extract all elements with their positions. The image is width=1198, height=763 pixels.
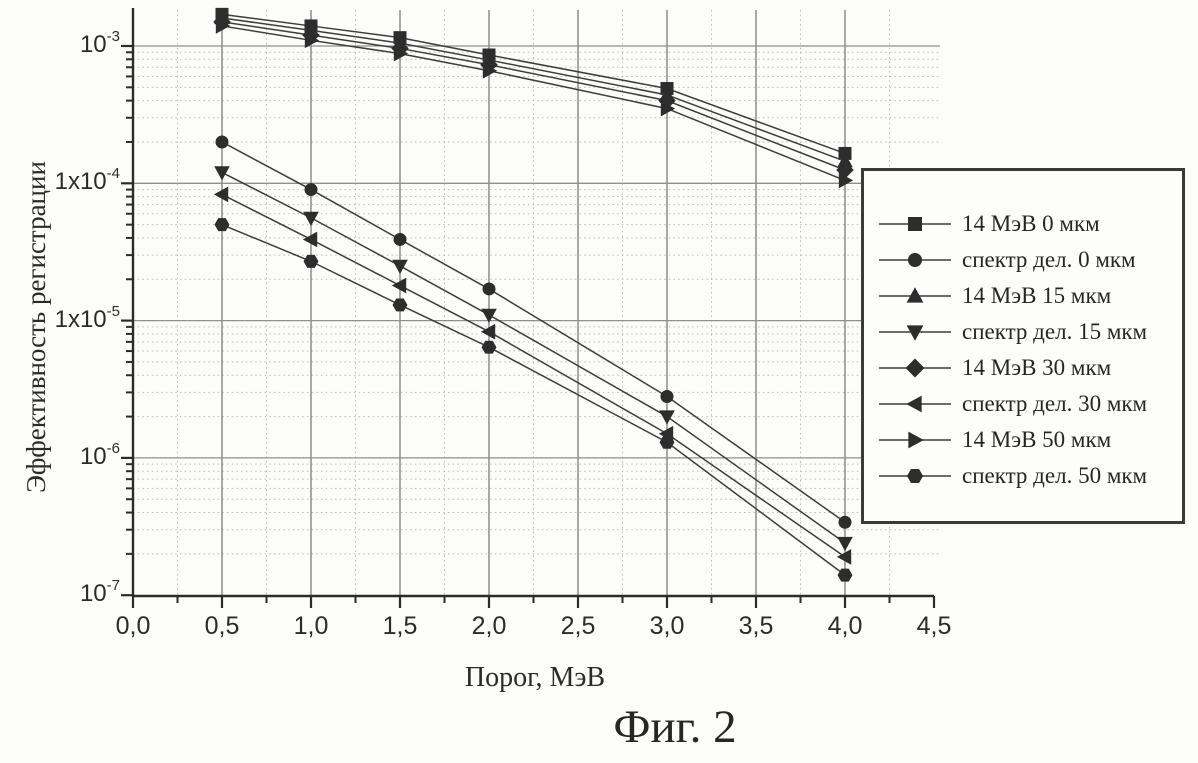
series-line-triangle-right [221, 25, 846, 182]
legend-marker-triangle-down-icon [879, 324, 951, 341]
x-tick-label: 2,0 [471, 612, 507, 640]
legend-label: 14 МэВ 15 мкм [962, 283, 1112, 308]
legend-marker-hexagon [906, 468, 924, 483]
legend-marker-triangle-up-icon [879, 286, 951, 303]
x-tick-label: 1,5 [382, 612, 418, 640]
legend-item: 14 МэВ 0 мкм [876, 212, 1182, 235]
data-marker-triangle-right [215, 18, 231, 34]
x-tick-label: 3,0 [649, 612, 685, 640]
y-tick-label: 10-7 [79, 577, 120, 608]
legend-marker-square-icon [879, 216, 951, 231]
data-marker-triangle-down [481, 308, 497, 324]
legend-label: спектр дел. 15 мкм [962, 319, 1148, 344]
figure-caption: Фиг. 2 [613, 701, 737, 753]
legend-label: 14 МэВ 50 мкм [962, 427, 1112, 452]
data-marker-triangle-down [303, 211, 319, 226]
legend-label: 14 МэВ 0 мкм [962, 211, 1100, 236]
x-tick-label: 1,0 [293, 612, 329, 640]
legend-label: 14 МэВ 30 мкм [962, 355, 1112, 380]
data-marker-triangle-down [837, 536, 853, 552]
data-marker-hexagon [214, 218, 230, 232]
data-marker-triangle-right [482, 62, 498, 79]
x-tick-label: 4,5 [916, 612, 952, 640]
legend-marker-triangle-left [906, 395, 922, 412]
legend-marker-diamond [905, 358, 925, 377]
legend-marker-triangle-right [908, 431, 924, 448]
series-line-square [221, 13, 846, 155]
y-axis-title: Эффективность регистрации [21, 161, 51, 493]
y-tick-label: 10-3 [79, 28, 120, 58]
data-marker-triangle-left [302, 231, 318, 248]
legend-item: спектр дел. 0 мкм [876, 248, 1182, 271]
legend-item: 14 МэВ 50 мкм [876, 428, 1182, 451]
legend-item: спектр дел. 15 мкм [876, 320, 1182, 343]
legend-label: спектр дел. 30 мкм [962, 391, 1148, 416]
data-marker-triangle-down [392, 259, 408, 275]
legend-marker-triangle-left-icon [879, 395, 951, 412]
data-marker-circle [393, 232, 407, 246]
legend-marker-circle [908, 252, 922, 267]
data-marker-diamond [658, 91, 676, 110]
legend-label: спектр дел. 0 мкм [962, 247, 1136, 272]
data-marker-triangle-right [393, 45, 409, 62]
series-line-diamond [221, 21, 846, 171]
data-marker-triangle-down [214, 166, 230, 181]
data-marker-diamond [836, 161, 854, 179]
legend-marker-triangle-down [906, 324, 924, 341]
data-marker-hexagon [481, 340, 497, 354]
legend-item: 14 МэВ 15 мкм [876, 284, 1182, 307]
legend-marker-square [908, 216, 922, 231]
data-marker-hexagon [659, 435, 675, 449]
legend-item: спектр дел. 50 мкм [876, 464, 1182, 487]
x-axis-title: Порог, МэВ [464, 662, 606, 693]
legend: 14 МэВ 0 мкм спектр дел. 0 мкм 14 МэВ 15 м… [861, 168, 1185, 524]
legend-marker-hexagon-icon [879, 468, 951, 483]
legend-marker-diamond-icon [879, 358, 951, 377]
x-tick-label: 2,5 [560, 612, 596, 640]
data-marker-circle [304, 183, 318, 197]
y-tick-label: 1x10-5 [54, 302, 120, 333]
data-marker-circle [838, 515, 852, 529]
series-line-triangle-left [221, 193, 846, 558]
data-marker-hexagon [392, 298, 408, 312]
data-marker-hexagon [303, 254, 319, 268]
legend-label: спектр дел. 50 мкм [962, 463, 1148, 488]
data-marker-triangle-right [304, 32, 320, 49]
data-marker-triangle-left [480, 323, 496, 340]
x-tick-label: 3,5 [738, 612, 774, 640]
data-marker-triangle-down [659, 410, 675, 425]
legend-item: 14 МэВ 30 мкм [876, 356, 1182, 379]
x-tick-label: 0,5 [204, 612, 240, 640]
data-marker-circle [215, 135, 229, 149]
series-line-triangle-up [221, 17, 846, 162]
data-marker-circle [482, 282, 496, 296]
series-line-hexagon [221, 223, 846, 576]
data-marker-hexagon [837, 568, 853, 582]
series-line-circle [221, 141, 846, 523]
legend-marker-circle-icon [879, 252, 951, 267]
data-marker-triangle-right [838, 172, 854, 189]
y-tick-label: 1x10-4 [54, 165, 120, 196]
x-tick-label: 0,0 [115, 612, 151, 640]
legend-marker-triangle-right-icon [879, 431, 951, 448]
legend-item: спектр дел. 30 мкм [876, 392, 1182, 415]
series-line-triangle-down [221, 171, 846, 544]
data-marker-triangle-right [660, 100, 676, 117]
data-marker-triangle-left [213, 186, 229, 203]
data-marker-triangle-left [836, 549, 852, 565]
data-marker-triangle-up [837, 153, 853, 168]
y-tick-label: 10-6 [79, 439, 120, 470]
data-marker-triangle-left [391, 277, 407, 294]
data-marker-circle [660, 390, 674, 404]
x-tick-label: 4,0 [827, 612, 863, 640]
legend-marker-triangle-up [906, 286, 924, 303]
